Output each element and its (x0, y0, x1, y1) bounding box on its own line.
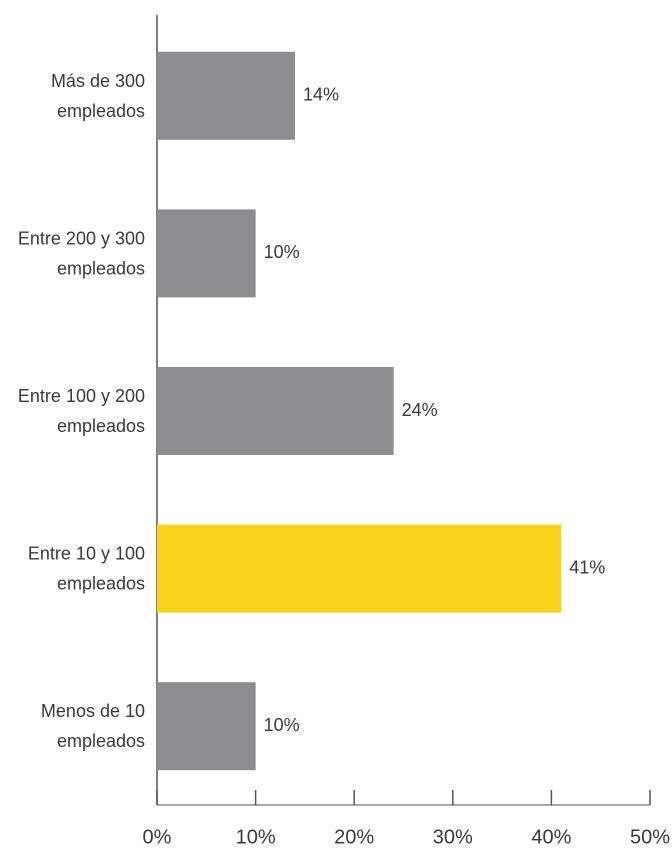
y-tick-label: Entre 10 y 100 empleados (28, 543, 145, 593)
x-tick-label: 40% (531, 826, 571, 848)
bar (157, 209, 256, 298)
value-label: 24% (402, 400, 438, 420)
y-tick-label: Menos de 10 empleados (41, 701, 145, 751)
x-tick-label: 20% (334, 826, 374, 848)
x-tick-label: 50% (630, 826, 670, 848)
value-label: 41% (569, 557, 605, 577)
x-tick-label: 0% (143, 826, 172, 848)
value-label: 10% (264, 242, 300, 262)
bar (157, 367, 394, 455)
value-label: 14% (303, 85, 339, 105)
x-tick-label: 10% (236, 826, 276, 848)
bar (157, 524, 562, 613)
bar (157, 51, 296, 140)
y-tick-label: Entre 200 y 300 empleados (18, 228, 145, 278)
value-label: 10% (264, 715, 300, 735)
y-tick-label: Entre 100 y 200 empleados (18, 386, 145, 436)
bar (157, 682, 256, 771)
x-tick-label: 30% (433, 826, 473, 848)
y-tick-label: Más de 300 empleados (51, 71, 145, 121)
